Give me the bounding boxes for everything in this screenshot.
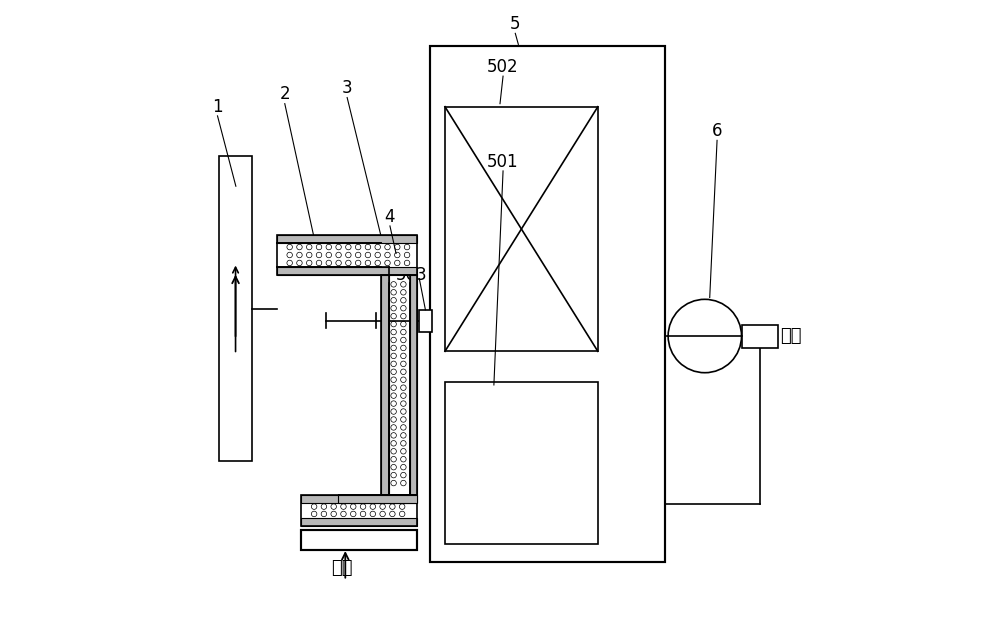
Bar	[445, 107, 598, 351]
Bar	[301, 495, 417, 526]
Bar	[301, 531, 417, 550]
Text: 3: 3	[342, 80, 352, 97]
Bar	[381, 275, 417, 495]
Bar	[277, 235, 417, 275]
Bar	[277, 235, 417, 243]
Text: 502: 502	[487, 58, 519, 76]
Circle shape	[668, 299, 742, 373]
Bar	[338, 495, 417, 503]
Bar	[219, 155, 252, 462]
Text: 503: 503	[396, 266, 427, 284]
Bar	[277, 235, 417, 275]
Text: 1: 1	[212, 97, 223, 116]
Text: 4: 4	[385, 208, 395, 226]
Bar	[419, 310, 432, 332]
Bar	[410, 275, 417, 495]
Bar	[301, 495, 417, 503]
Bar	[742, 325, 778, 348]
Bar	[381, 275, 389, 495]
Bar	[430, 46, 665, 562]
Text: 2: 2	[279, 86, 290, 104]
Text: 6: 6	[712, 122, 722, 140]
Bar	[277, 267, 417, 275]
Text: 501: 501	[487, 153, 519, 171]
Bar	[445, 382, 598, 544]
Text: 空气: 空气	[331, 560, 353, 578]
Text: 烟气: 烟气	[780, 327, 802, 345]
Bar	[381, 275, 417, 495]
Text: 5: 5	[510, 15, 521, 33]
Bar	[301, 518, 417, 526]
Bar	[301, 495, 417, 526]
